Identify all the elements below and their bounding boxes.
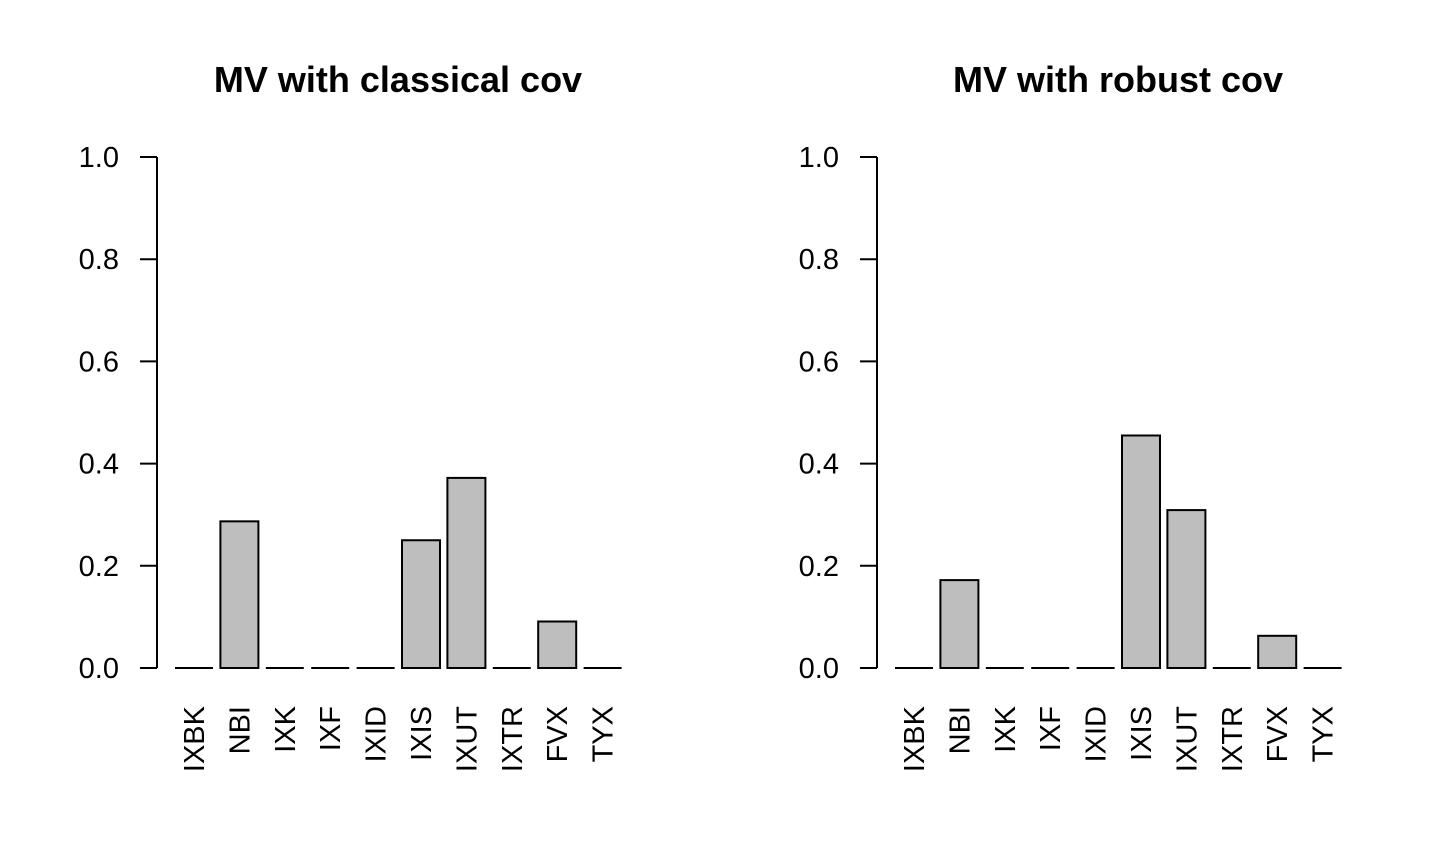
- x-category-label: FVX: [542, 706, 574, 762]
- x-category-label: IXUT: [451, 706, 483, 772]
- y-tick-label: 0.0: [79, 653, 119, 685]
- bar-ixut: [446, 476, 487, 669]
- y-tick-label: 0.6: [79, 346, 119, 378]
- x-category-label: IXBK: [899, 705, 931, 772]
- x-category-label: IXIS: [1126, 706, 1158, 761]
- x-category-label: FVX: [1262, 706, 1294, 762]
- x-category-label: IXID: [361, 706, 393, 762]
- chart-panel-robust: MV with robust cov 0.0 0.2 0.4 0.6 0.8 1.0 IXB…: [799, 59, 1342, 772]
- y-tick-label: 0.6: [799, 346, 839, 378]
- y-tick-label: 1.0: [79, 142, 119, 174]
- y-tick-label: 0.8: [79, 244, 119, 276]
- chart-title: MV with robust cov: [953, 59, 1283, 100]
- y-tick-label: 0.2: [799, 551, 839, 583]
- bar-ixis: [1121, 434, 1161, 669]
- y-tick-label: 0.4: [799, 449, 839, 481]
- chart-panel-classical: MV with classical cov 0.0 0.2 0.4 0.6 0.8 1.0…: [79, 59, 622, 772]
- x-category-label: IXIS: [406, 706, 438, 761]
- x-category-label: IXF: [1035, 706, 1067, 751]
- y-tick-label: 0.4: [79, 449, 119, 481]
- x-category-label: IXID: [1081, 706, 1113, 762]
- y-tick-label: 0.8: [799, 244, 839, 276]
- y-tick-label: 0.2: [79, 551, 119, 583]
- chart-title: MV with classical cov: [214, 59, 582, 100]
- x-category-label: NBI: [224, 706, 256, 754]
- bar-fvx: [537, 620, 578, 670]
- bar-fvx: [1257, 634, 1298, 670]
- x-category-label: IXTR: [1217, 706, 1249, 772]
- bar-ixis: [401, 539, 441, 669]
- bar-nbi: [219, 520, 260, 670]
- x-category-label: NBI: [944, 706, 976, 754]
- bar-nbi: [939, 579, 980, 669]
- x-category-label: IXBK: [179, 705, 211, 772]
- y-tick-label: 0.0: [799, 653, 839, 685]
- x-category-label: IXF: [315, 706, 347, 751]
- x-category-label: TYX: [588, 706, 620, 762]
- x-category-label: IXK: [990, 705, 1022, 752]
- bar-ixut: [1166, 509, 1207, 670]
- x-category-label: IXK: [270, 705, 302, 752]
- x-category-label: TYX: [1308, 706, 1340, 762]
- x-category-label: IXUT: [1171, 706, 1203, 772]
- x-category-label: IXTR: [497, 706, 529, 772]
- y-tick-label: 1.0: [799, 142, 839, 174]
